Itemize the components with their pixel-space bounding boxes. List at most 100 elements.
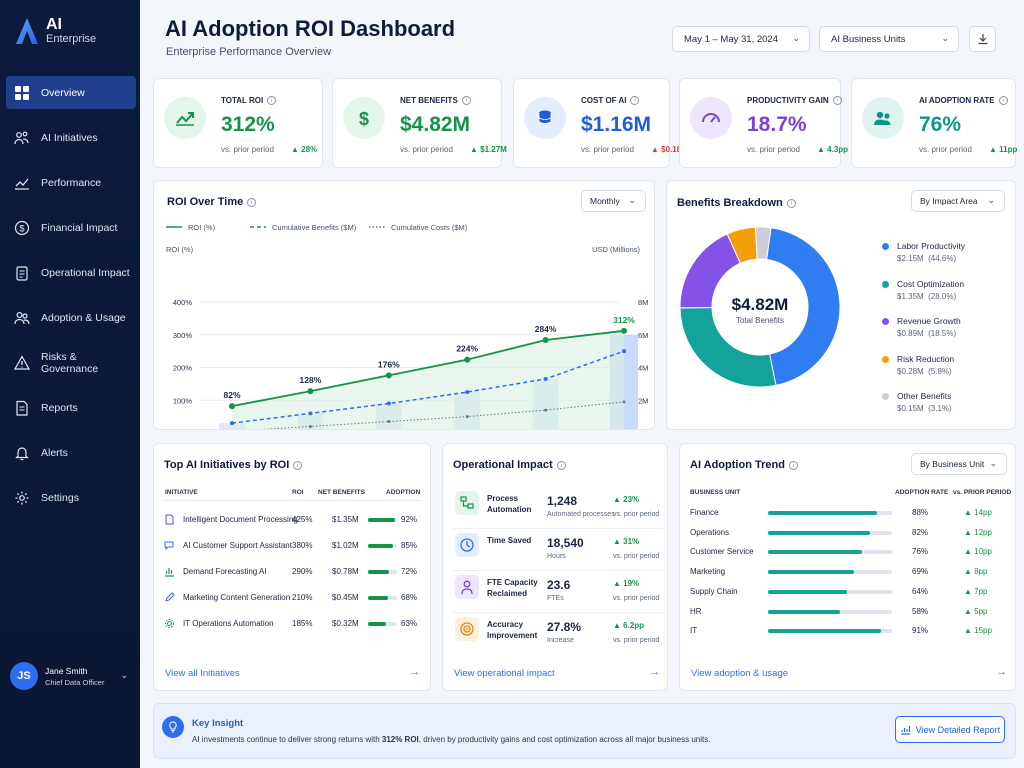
sidebar-item-risks-governance[interactable]: Risks & Governance <box>6 346 136 379</box>
brand-title: AI <box>46 16 62 33</box>
info-icon[interactable]: i <box>293 461 303 470</box>
grid-icon <box>15 85 29 100</box>
operational-item[interactable]: Process Automation 1,248 Automated processe… <box>443 489 669 529</box>
table-row[interactable]: IT 91% ▲ 15pp <box>680 626 1017 640</box>
donut-slice[interactable] <box>766 227 841 386</box>
legend-dot <box>882 243 889 250</box>
business-unit-select[interactable]: AI Business Units ⌄ <box>819 26 959 52</box>
table-row[interactable]: HR 58% ▲ 5pp <box>680 607 1017 621</box>
initiative-adoption: 85% <box>401 541 418 550</box>
view-all-initiatives-link[interactable]: View all Initiatives <box>165 668 240 679</box>
arrow-right-icon[interactable]: → <box>996 666 1007 678</box>
table-row[interactable]: Supply Chain 64% ▲ 7pp <box>680 587 1017 601</box>
period-select[interactable]: Monthly ⌄ <box>581 190 646 212</box>
adoption-rate: 64% <box>912 586 929 596</box>
initiative-net-benefits: $0.32M <box>332 619 359 628</box>
insight-text-before: AI investments continue to deliver stron… <box>192 735 382 744</box>
view-operational-impact-link[interactable]: View operational impact <box>454 668 555 679</box>
info-icon[interactable]: i <box>832 96 842 105</box>
table-row[interactable]: Demand Forecasting AI 290% $0.78M 72% <box>154 566 432 582</box>
view-adoption-usage-link[interactable]: View adoption & usage <box>691 668 789 679</box>
chevron-down-icon[interactable]: ⌄ <box>120 670 128 680</box>
roi-point[interactable] <box>464 356 471 363</box>
kpi-card-total-roi[interactable]: TOTAL ROI i 312% vs. prior period ▲ 28% <box>153 78 323 168</box>
sidebar-item-adoption-usage[interactable]: Adoption & Usage <box>6 301 136 334</box>
insight-text-after: , driven by productivity gains and cost … <box>418 735 711 744</box>
business-unit-filter[interactable]: By Business Unit ⌄ <box>911 453 1007 475</box>
table-row[interactable]: Marketing Content Generation 210% $0.45M 68… <box>154 592 432 608</box>
info-icon[interactable]: i <box>630 96 640 105</box>
table-row[interactable]: Customer Service 76% ▲ 10pp <box>680 547 1017 561</box>
kpi-card-net-benefits[interactable]: $ NET BENEFITS i $4.82M vs. prior period ▲ $1… <box>332 78 507 168</box>
sidebar-item-label: Settings <box>41 491 79 504</box>
warning-icon <box>14 354 30 370</box>
table-header: ADOPTION RATE <box>895 489 949 496</box>
operational-name-line2: Improvement <box>487 631 538 640</box>
operational-unit: FTEs <box>547 595 564 602</box>
table-row[interactable]: Marketing 69% ▲ 8pp <box>680 567 1017 581</box>
sidebar-item-ai-initiatives[interactable]: AI Initiatives <box>6 121 136 154</box>
table-row[interactable]: Intelligent Document Processing 425% $1.35… <box>154 514 432 530</box>
cost-point <box>544 408 548 412</box>
legend-name: Risk Reduction <box>897 353 955 364</box>
legend-detail: $0.89M (18.5%) <box>897 329 957 338</box>
roi-point[interactable] <box>542 336 549 343</box>
sidebar-item-financial-impact[interactable]: $ Financial Impact <box>6 211 136 244</box>
info-icon[interactable]: i <box>786 199 796 208</box>
adoption-bar-fill <box>768 511 878 515</box>
user-profile[interactable]: JS Jane Smith Chief Data Officer ⌄ <box>10 662 130 690</box>
table-row[interactable]: Operations 82% ▲ 12pp <box>680 528 1017 542</box>
table-row[interactable]: IT Operations Automation 185% $0.32M 63% <box>154 618 432 634</box>
cumulative-benefits-line <box>231 350 625 424</box>
sidebar-item-reports[interactable]: Reports <box>6 391 136 424</box>
kpi-card-productivity-gain[interactable]: PRODUCTIVITY GAIN i 18.7% vs. prior period ▲… <box>679 78 848 168</box>
date-range-select[interactable]: May 1 – May 31, 2024 ⌄ <box>672 26 810 52</box>
operational-item[interactable]: Accuracy Improvement 27.8% Increase ▲ 6.2pp v… <box>443 615 669 655</box>
view-detailed-report-button[interactable]: View Detailed Report <box>895 716 1005 743</box>
table-row[interactable]: AI Customer Support Assistant 380% $1.02M 8… <box>154 540 432 556</box>
table-header: ROI <box>292 489 304 496</box>
arrow-right-icon[interactable]: → <box>649 666 660 678</box>
brand[interactable]: AI Enterprise <box>14 16 96 46</box>
sidebar-item-overview[interactable]: Overview <box>6 76 136 109</box>
sidebar-item-alerts[interactable]: Alerts <box>6 436 136 469</box>
info-icon[interactable]: i <box>461 96 471 105</box>
kpi-label: AI ADOPTION RATE i <box>919 96 1008 105</box>
roi-point[interactable] <box>385 372 392 379</box>
legend-name: Cost Optimization <box>897 278 965 289</box>
roi-point[interactable] <box>229 403 235 410</box>
operational-prior: vs. prior period <box>613 637 660 644</box>
adoption-bar-fill <box>368 570 389 574</box>
kpi-card-cost-of-ai[interactable]: COST OF AI i $1.16M vs. prior period ▲ $0.18… <box>513 78 688 168</box>
card-title: Benefits Breakdown i <box>677 197 796 209</box>
info-icon[interactable]: i <box>247 198 257 207</box>
card-title: Top AI Initiatives by ROI i <box>164 459 303 471</box>
operational-item[interactable]: FTE Capacity Reclaimed 23.6 FTEs ▲ 19% vs. pr… <box>443 573 669 613</box>
sidebar-item-settings[interactable]: Settings <box>6 481 136 514</box>
download-button[interactable] <box>969 26 996 52</box>
left-axis-title: ROI (%) <box>166 245 194 254</box>
adoption-bar-fill <box>768 570 854 575</box>
arrow-right-icon[interactable]: → <box>409 666 420 678</box>
business-unit-name: Operations <box>690 527 730 537</box>
impact-area-select[interactable]: By Impact Area ⌄ <box>911 190 1005 212</box>
kpi-card-ai-adoption-rate[interactable]: AI ADOPTION RATE i 76% vs. prior period ▲ 11… <box>851 78 1017 168</box>
impact-area-value: By Impact Area <box>920 196 978 206</box>
coins-icon <box>524 97 566 139</box>
info-icon[interactable]: i <box>556 461 566 470</box>
clipboard-icon <box>16 265 28 281</box>
info-icon[interactable]: i <box>788 461 798 470</box>
roi-point[interactable] <box>621 327 627 334</box>
sidebar-item-performance[interactable]: Performance <box>6 166 136 199</box>
table-row[interactable]: Finance 88% ▲ 14pp <box>680 508 1017 522</box>
adoption-delta: ▲ 5pp <box>964 606 988 616</box>
operational-item[interactable]: Time Saved 18,540 Hours ▲ 31% vs. prior peri… <box>443 531 669 571</box>
donut-slice[interactable] <box>754 226 772 261</box>
roi-point[interactable] <box>307 388 314 395</box>
clock-icon <box>455 533 479 557</box>
legend-detail: $2.15M (44.6%) <box>897 254 957 263</box>
operational-name: Time Saved <box>487 536 532 545</box>
info-icon[interactable]: i <box>267 96 277 105</box>
sidebar-item-operational-impact[interactable]: Operational Impact <box>6 256 136 289</box>
info-icon[interactable]: i <box>998 96 1008 105</box>
